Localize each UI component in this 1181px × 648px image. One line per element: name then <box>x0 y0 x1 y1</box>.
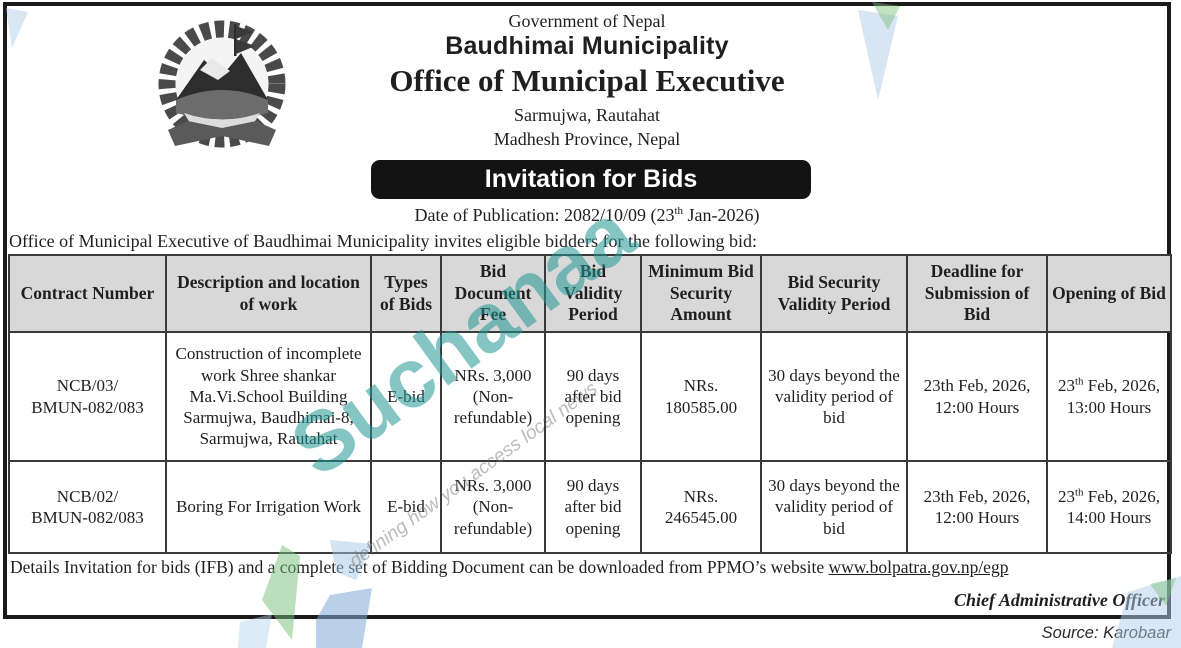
security-amount-cell: NRs. 180585.00 <box>640 331 762 462</box>
validity-period-cell: 90 days after bid opening <box>544 331 642 462</box>
col-security-amount: Minimum Bid Security Amount <box>640 254 762 333</box>
col-contract-number: Contract Number <box>8 254 167 333</box>
municipality-title: Baudhimai Municipality <box>445 32 729 60</box>
invitation-banner-title: Invitation for Bids <box>484 165 698 193</box>
col-document-fee: Bid Document Fee <box>440 254 546 333</box>
col-bid-type: Types of Bids <box>370 254 442 333</box>
opening-cell: 23th Feb, 2026, 14:00 Hours <box>1046 460 1172 554</box>
description-cell: Construction of incomplete work Shree sh… <box>165 331 372 462</box>
security-validity-cell: 30 days beyond the validity period of bi… <box>760 331 908 462</box>
source-credit: Source: Karobaar <box>1041 624 1171 642</box>
bids-table: Contract Number Description and location… <box>8 254 1172 554</box>
description-cell: Boring For Irrigation Work <box>165 460 372 554</box>
document-fee-cell: NRs. 3,000 (Non-refundable) <box>440 460 546 554</box>
nepal-emblem-icon <box>158 20 286 148</box>
download-note: Details Invitation for bids (IFB) and a … <box>10 557 1009 577</box>
government-line: Government of Nepal <box>508 11 666 31</box>
office-title: Office of Municipal Executive <box>389 63 785 98</box>
address-line-2: Madhesh Province, Nepal <box>493 129 681 149</box>
col-description: Description and location of work <box>165 254 372 333</box>
contract-cell: NCB/02/BMUN-082/083 <box>8 460 167 554</box>
deadline-cell: 23th Feb, 2026, 12:00 Hours <box>906 331 1048 462</box>
publication-date: Date of Publication: 2082/10/09 (23th Ja… <box>414 205 760 225</box>
bid-type-cell: E-bid <box>370 331 442 462</box>
security-validity-cell: 30 days beyond the validity period of bi… <box>760 460 908 554</box>
table-row: NCB/03/BMUN-082/083 Construction of inco… <box>8 331 1172 462</box>
table-header-row: Contract Number Description and location… <box>8 254 1172 333</box>
table-row: NCB/02/BMUN-082/083 Boring For Irrigatio… <box>8 460 1172 554</box>
col-validity-period: Bid Validity Period <box>544 254 642 333</box>
col-deadline: Deadline for Submission of Bid <box>906 254 1048 333</box>
security-amount-cell: NRs. 246545.00 <box>640 460 762 554</box>
ppmo-website-url: www.bolpatra.gov.np/egp <box>828 557 1009 577</box>
opening-cell: 23th Feb, 2026, 13:00 Hours <box>1046 331 1172 462</box>
signature-title: Chief Administrative Officer <box>954 590 1165 610</box>
address-line-1: Sarmujwa, Rautahat <box>514 105 660 125</box>
validity-period-cell: 90 days after bid opening <box>544 460 642 554</box>
col-opening: Opening of Bid <box>1046 254 1172 333</box>
deadline-cell: 23th Feb, 2026, 12:00 Hours <box>906 460 1048 554</box>
ordinal-suffix: th <box>674 205 684 217</box>
intro-line: Office of Municipal Executive of Baudhim… <box>9 231 758 251</box>
document-fee-cell: NRs. 3,000 (Non-refundable) <box>440 331 546 462</box>
col-security-validity: Bid Security Validity Period <box>760 254 908 333</box>
bid-type-cell: E-bid <box>370 460 442 554</box>
contract-cell: NCB/03/BMUN-082/083 <box>8 331 167 462</box>
invitation-banner: Invitation for Bids <box>371 160 811 199</box>
